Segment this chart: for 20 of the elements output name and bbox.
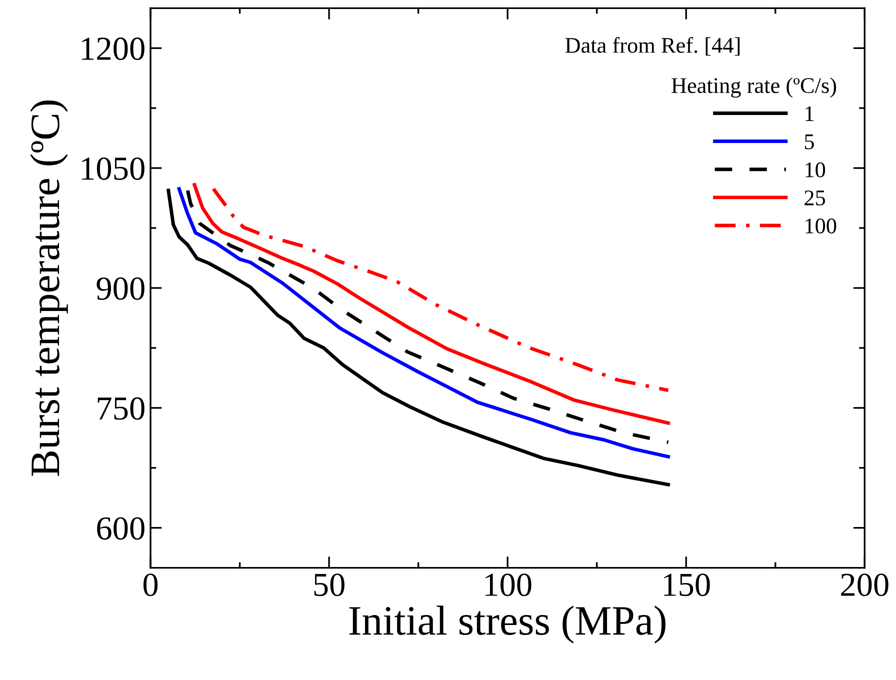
annotation: Data from Ref. [44] [565, 37, 740, 56]
y-tick-label: 1050 [82, 157, 144, 180]
legend-label: 1 [806, 106, 814, 122]
y-tick-label: 750 [98, 397, 144, 420]
legend-title: Heating rate (ºC/s) [672, 77, 836, 98]
x-axis-title: Initial stress (MPa) [349, 606, 666, 644]
line-series [212, 187, 670, 392]
y-tick-label: 900 [96, 277, 144, 300]
x-tick-label: 150 [664, 574, 710, 596]
legend-label: 25 [804, 190, 826, 206]
y-axis-title: Burst temperature (ºC) [30, 100, 68, 476]
y-tick-label: 600 [97, 517, 144, 540]
legend-label: 100 [806, 218, 836, 234]
x-tick-label: 50 [314, 574, 344, 596]
x-tick-label: 100 [486, 574, 532, 596]
legend-label: 5 [804, 134, 814, 150]
y-tick-label: 1200 [82, 38, 144, 60]
x-tick-label: 0 [143, 574, 158, 596]
legend-label: 10 [806, 162, 826, 178]
x-tick-label: 200 [841, 574, 888, 596]
